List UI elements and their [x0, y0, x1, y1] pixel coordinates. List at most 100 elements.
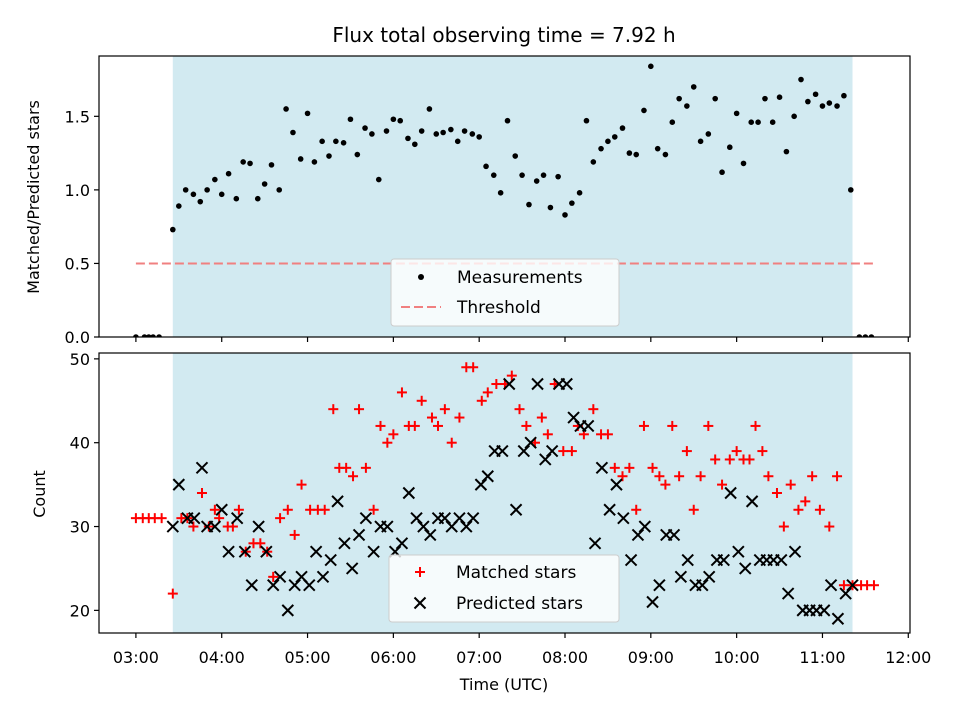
- predicted-star-point: [732, 545, 745, 558]
- measurement-point: [290, 129, 296, 136]
- matched-star-point: [255, 538, 266, 549]
- bottom-y-tick-label: 40: [70, 434, 90, 453]
- measurement-point: [156, 334, 162, 337]
- matched-star-point: [426, 412, 437, 423]
- matched-star-point: [750, 420, 761, 431]
- measurement-point: [405, 135, 411, 142]
- measurement-point: [819, 103, 826, 109]
- matched-star-point: [156, 513, 167, 524]
- matched-star-point: [409, 420, 420, 431]
- matched-star-point: [167, 588, 178, 599]
- measurement-point: [841, 92, 847, 99]
- measurement-point: [733, 110, 740, 117]
- measurement-point: [476, 134, 482, 140]
- measurement-point: [497, 190, 504, 196]
- predicted-star-point: [359, 511, 373, 525]
- measurement-point: [805, 98, 811, 105]
- matched-star-point: [514, 404, 525, 415]
- matched-star-point: [203, 521, 214, 532]
- matched-star-point: [695, 471, 706, 482]
- predicted-star-point: [303, 579, 316, 592]
- matched-star-point: [724, 454, 735, 465]
- predicted-stars-points: [166, 377, 859, 625]
- measurement-point: [261, 181, 268, 187]
- measurement-point: [540, 172, 547, 178]
- bottom-axes-frame: [98, 352, 911, 634]
- measurement-point: [533, 178, 540, 184]
- bottom-x-tick-label: 11:00: [799, 648, 845, 667]
- legend-measurements-label: Measurements: [457, 268, 583, 288]
- measurement-point: [633, 151, 640, 158]
- matched-star-point: [824, 521, 835, 532]
- measurement-point: [276, 187, 283, 193]
- bottom-x-tick-label: 05:00: [284, 648, 330, 667]
- measurement-point: [354, 151, 361, 158]
- predicted-star-point: [775, 553, 788, 567]
- matched-star-point: [868, 580, 879, 591]
- predicted-star-point: [215, 503, 228, 516]
- measurement-point: [583, 117, 590, 124]
- top-panel: 0.0 0.5 1.0 1.5 Matched/Predicted stars Mea…: [24, 55, 911, 347]
- matched-star-point: [647, 462, 658, 473]
- predicted-star-point: [260, 545, 273, 558]
- bottom-y-tick-label: 20: [70, 601, 90, 620]
- matched-star-point: [814, 504, 825, 515]
- predicted-star-point: [252, 520, 265, 533]
- matched-star-point: [454, 412, 465, 423]
- predicted-star-point: [595, 461, 609, 475]
- predicted-star-point: [438, 511, 452, 525]
- measurement-point: [719, 169, 725, 176]
- top-y-tick-label: 0.5: [65, 254, 90, 273]
- measurement-point: [726, 144, 733, 151]
- predicted-star-point: [781, 587, 795, 600]
- measurement-point: [190, 191, 197, 198]
- predicted-star-point: [338, 537, 351, 550]
- measurement-point: [268, 162, 275, 168]
- matched-star-point: [785, 479, 796, 490]
- predicted-star-point: [646, 595, 659, 609]
- measurement-point: [712, 95, 718, 102]
- predicted-star-point: [481, 470, 494, 483]
- measurement-point: [254, 195, 261, 202]
- matched-star-point: [703, 420, 714, 431]
- measurement-point: [776, 94, 783, 100]
- matched-star-point: [832, 471, 843, 482]
- top-y-tick-label: 1.5: [65, 107, 90, 126]
- measurement-point: [383, 128, 390, 134]
- predicted-star-point: [681, 553, 694, 567]
- predicted-star-point: [539, 453, 552, 466]
- matched-star-point: [757, 446, 768, 457]
- bottom-x-tick-label: 06:00: [370, 648, 416, 667]
- predicted-star-point: [466, 511, 480, 525]
- legend-measurements-marker: [418, 274, 424, 280]
- matched-star-point: [491, 379, 502, 390]
- matched-star-point: [654, 471, 665, 482]
- predicted-star-point: [208, 520, 222, 533]
- measurement-point: [283, 106, 289, 112]
- bottom-x-tick-label: 09:00: [628, 648, 674, 667]
- measurement-point: [362, 125, 368, 131]
- top-y-tick-label: 0.0: [65, 328, 90, 347]
- measurement-point: [783, 148, 790, 155]
- matched-star-point: [617, 471, 628, 482]
- predicted-star-point: [610, 478, 623, 491]
- predicted-star-point: [367, 545, 380, 558]
- measurement-point: [340, 140, 347, 146]
- predicted-star-point: [638, 520, 652, 533]
- measurement-point: [740, 160, 747, 167]
- predicted-star-point: [696, 579, 709, 592]
- matched-star-point: [660, 479, 671, 490]
- measurement-point: [684, 103, 690, 109]
- predicted-star-point: [309, 545, 323, 558]
- matched-star-point: [710, 454, 721, 465]
- predicted-star-point: [172, 478, 186, 491]
- matched-star-point: [396, 387, 407, 398]
- measurement-point: [512, 153, 519, 159]
- predicted-star-point: [531, 377, 544, 391]
- measurement-point: [762, 95, 768, 102]
- predicted-star-point: [460, 520, 473, 533]
- measurement-point: [150, 334, 156, 337]
- measurement-point: [755, 119, 761, 126]
- matched-star-point: [763, 471, 774, 482]
